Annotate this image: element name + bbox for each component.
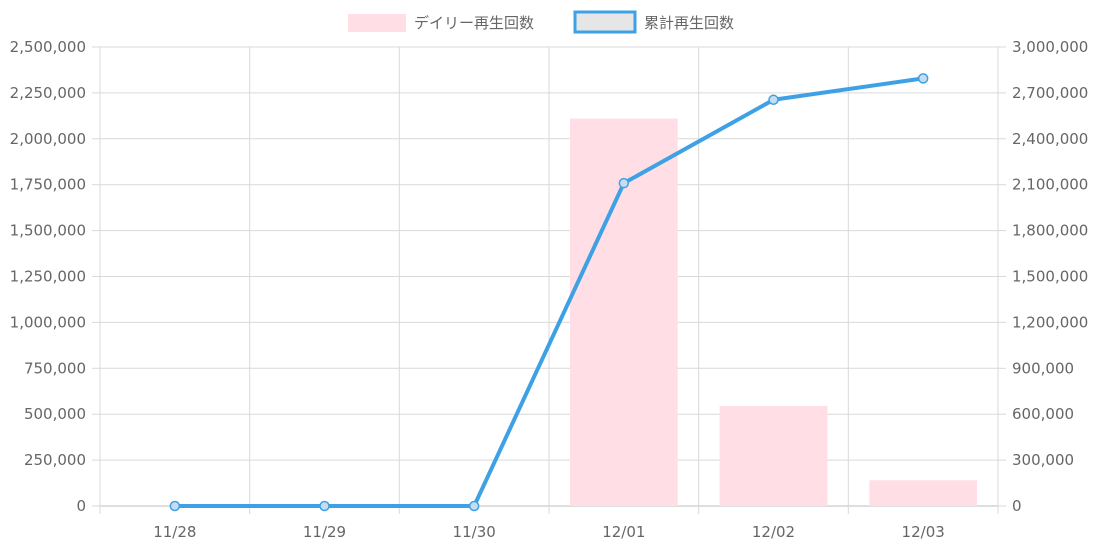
y-right-tick-label: 300,000 (1012, 451, 1074, 469)
line-point-cumulative[interactable] (468, 500, 480, 512)
y-right-tick-label: 1,800,000 (1012, 222, 1088, 240)
y-right-tick-label: 2,700,000 (1012, 84, 1088, 102)
y-left-tick-label: 1,250,000 (10, 268, 86, 286)
legend: デイリー再生回数 累計再生回数 (348, 10, 734, 34)
y-right-tick-label: 1,200,000 (1012, 313, 1088, 331)
y-left-tick-label: 250,000 (24, 451, 86, 469)
y-left-tick-label: 0 (76, 497, 86, 515)
legend-label-daily[interactable]: デイリー再生回数 (414, 14, 534, 32)
y-right-tick-label: 2,400,000 (1012, 130, 1088, 148)
line-points (169, 73, 929, 512)
bar-daily[interactable] (569, 118, 678, 506)
x-tick-label: 12/01 (602, 523, 645, 541)
x-tick-label: 11/29 (303, 523, 346, 541)
y-axis-left: 0 250,000 500,000 750,000 1,000,000 1,250,000… (10, 38, 86, 515)
line-point-cumulative[interactable] (169, 500, 181, 512)
y-right-tick-label: 3,000,000 (1012, 38, 1088, 56)
line-point-cumulative[interactable] (917, 73, 929, 84)
bar-daily[interactable] (869, 480, 978, 506)
y-left-tick-label: 1,750,000 (10, 176, 86, 194)
x-tick-label: 11/28 (153, 523, 196, 541)
y-left-tick-label: 750,000 (24, 359, 86, 377)
line-point-cumulative[interactable] (768, 94, 779, 106)
bars (569, 118, 978, 506)
cumulative-line (174, 76, 924, 508)
y-left-tick-label: 1,500,000 (10, 222, 86, 240)
y-left-tick-label: 500,000 (24, 405, 86, 423)
line-cumulative[interactable] (174, 76, 924, 508)
bar-daily[interactable] (719, 405, 828, 506)
y-right-tick-label: 2,100,000 (1012, 176, 1088, 194)
y-right-tick-label: 900,000 (1012, 359, 1074, 377)
y-left-tick-label: 2,250,000 (10, 84, 86, 102)
y-right-tick-label: 600,000 (1012, 405, 1074, 423)
legend-label-cumulative[interactable]: 累計再生回数 (644, 14, 734, 32)
y-left-tick-label: 1,000,000 (10, 313, 86, 331)
x-tick-label: 12/02 (752, 523, 795, 541)
y-right-tick-label: 0 (1012, 497, 1022, 515)
legend-swatch-daily[interactable] (348, 14, 406, 32)
grid (92, 46, 1006, 514)
y-axis-right: 0 300,000 600,000 900,000 1,200,000 1,500,000… (1012, 38, 1088, 515)
y-right-tick-label: 1,500,000 (1012, 268, 1088, 286)
x-tick-label: 12/03 (902, 523, 945, 541)
legend-swatch-cumulative[interactable] (573, 10, 637, 34)
y-left-tick-label: 2,000,000 (10, 130, 86, 148)
line-point-cumulative[interactable] (319, 500, 330, 512)
y-left-tick-label: 2,500,000 (10, 38, 86, 56)
x-tick-label: 11/30 (453, 523, 496, 541)
line-point-cumulative[interactable] (618, 177, 630, 189)
x-axis: 11/28 11/29 11/30 12/01 12/02 12/03 (153, 523, 945, 541)
